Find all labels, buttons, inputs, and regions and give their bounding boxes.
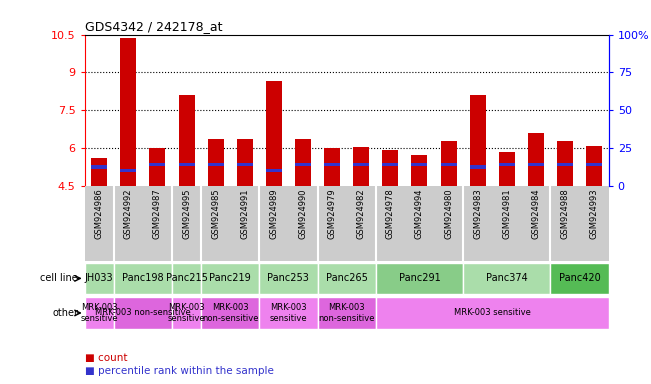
Bar — [411, 163, 428, 166]
Bar — [586, 146, 602, 186]
Bar — [178, 95, 195, 186]
Bar — [318, 263, 376, 294]
Text: Panc215: Panc215 — [165, 273, 208, 283]
Bar — [85, 263, 114, 294]
Text: GSM924981: GSM924981 — [503, 189, 511, 239]
Bar — [353, 163, 369, 166]
Bar — [411, 155, 428, 186]
Text: Panc219: Panc219 — [210, 273, 251, 283]
Bar — [259, 263, 318, 294]
Text: MRK-003 non-sensitive: MRK-003 non-sensitive — [95, 308, 191, 318]
Bar — [150, 148, 165, 186]
Bar — [318, 297, 376, 328]
Text: Panc374: Panc374 — [486, 273, 528, 283]
Text: other: other — [52, 308, 78, 318]
Bar — [237, 139, 253, 186]
Bar — [441, 141, 456, 186]
Bar — [172, 263, 201, 294]
Bar — [376, 263, 463, 294]
Bar — [91, 159, 107, 186]
Text: GSM924993: GSM924993 — [590, 189, 599, 239]
Bar — [557, 141, 573, 186]
Text: GSM924978: GSM924978 — [386, 189, 395, 239]
Text: JH033: JH033 — [85, 273, 113, 283]
Text: GSM924980: GSM924980 — [444, 189, 453, 239]
Text: Panc420: Panc420 — [559, 273, 600, 283]
Text: MRK-003
sensitive: MRK-003 sensitive — [168, 303, 205, 323]
Text: MRK-003
sensitive: MRK-003 sensitive — [80, 303, 118, 323]
Bar — [324, 163, 340, 166]
Text: GSM924995: GSM924995 — [182, 189, 191, 239]
Bar — [120, 38, 136, 186]
Bar — [178, 163, 195, 166]
Bar — [172, 297, 201, 328]
Bar — [150, 163, 165, 166]
Text: GSM924988: GSM924988 — [561, 189, 570, 239]
Text: GSM924985: GSM924985 — [211, 189, 220, 239]
Bar — [528, 133, 544, 186]
Bar — [557, 163, 573, 166]
Text: ■ count: ■ count — [85, 353, 127, 363]
Text: ■ percentile rank within the sample: ■ percentile rank within the sample — [85, 366, 273, 376]
Bar — [266, 169, 282, 172]
Text: Panc291: Panc291 — [398, 273, 440, 283]
Bar — [551, 263, 609, 294]
Bar — [499, 152, 515, 186]
Text: cell line: cell line — [40, 273, 78, 283]
Text: Panc265: Panc265 — [326, 273, 368, 283]
Bar — [353, 147, 369, 186]
Bar — [208, 163, 224, 166]
Text: GSM924994: GSM924994 — [415, 189, 424, 239]
Text: GSM924992: GSM924992 — [124, 189, 133, 239]
Bar — [201, 263, 259, 294]
Bar — [295, 139, 311, 186]
Text: MRK-003 sensitive: MRK-003 sensitive — [454, 308, 531, 318]
Bar — [259, 297, 318, 328]
Text: GSM924979: GSM924979 — [327, 189, 337, 239]
Bar — [85, 297, 114, 328]
Bar — [324, 148, 340, 186]
Bar — [528, 163, 544, 166]
Bar — [208, 139, 224, 186]
Bar — [376, 297, 609, 328]
Bar — [114, 297, 172, 328]
Bar — [499, 163, 515, 166]
Text: Panc198: Panc198 — [122, 273, 163, 283]
Text: GDS4342 / 242178_at: GDS4342 / 242178_at — [85, 20, 222, 33]
Bar — [382, 163, 398, 166]
Text: MRK-003
non-sensitive: MRK-003 non-sensitive — [318, 303, 375, 323]
Bar — [441, 163, 456, 166]
Text: GSM924991: GSM924991 — [240, 189, 249, 239]
Text: MRK-003
sensitive: MRK-003 sensitive — [270, 303, 307, 323]
Text: GSM924984: GSM924984 — [531, 189, 540, 239]
Bar — [91, 165, 107, 169]
Bar — [114, 263, 172, 294]
Bar — [469, 165, 486, 169]
Text: GSM924987: GSM924987 — [153, 189, 162, 239]
Bar — [382, 150, 398, 186]
Bar — [463, 263, 551, 294]
Bar — [586, 163, 602, 166]
Text: GSM924982: GSM924982 — [357, 189, 366, 239]
Bar — [201, 297, 259, 328]
Text: MRK-003
non-sensitive: MRK-003 non-sensitive — [202, 303, 258, 323]
Text: GSM924989: GSM924989 — [270, 189, 279, 239]
Text: GSM924990: GSM924990 — [299, 189, 307, 239]
Text: GSM924986: GSM924986 — [94, 189, 104, 239]
Text: GSM924983: GSM924983 — [473, 189, 482, 239]
Bar — [120, 169, 136, 172]
Text: Panc253: Panc253 — [268, 273, 309, 283]
Bar — [266, 81, 282, 186]
Bar — [295, 163, 311, 166]
Bar — [469, 95, 486, 186]
Bar — [237, 163, 253, 166]
